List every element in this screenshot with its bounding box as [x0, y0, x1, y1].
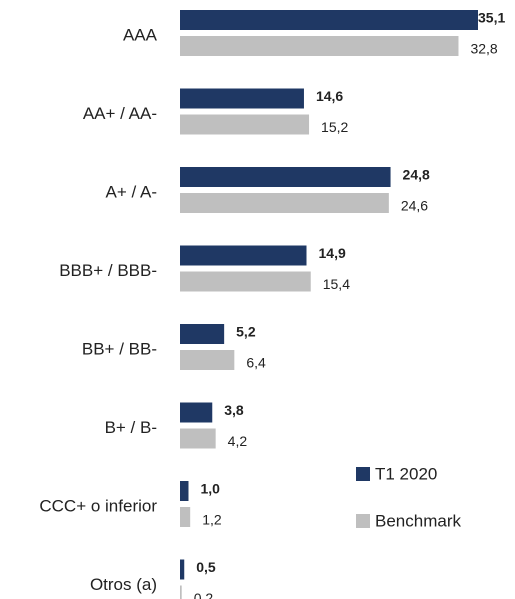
value-label: 14,9: [319, 245, 346, 261]
value-label: 24,6: [401, 198, 428, 214]
value-label: 35,1: [478, 10, 505, 26]
value-label: 24,8: [403, 167, 430, 183]
category-label: AAA: [123, 25, 158, 44]
value-label: 15,4: [323, 276, 350, 292]
legend-label: T1 2020: [375, 464, 437, 483]
value-label: 15,2: [321, 119, 348, 135]
bar: [180, 402, 213, 423]
value-label: 4,2: [228, 433, 248, 449]
category-label: AA+ / AA-: [83, 104, 157, 123]
bar: [180, 193, 389, 213]
bar: [180, 167, 391, 187]
legend-swatch: [356, 467, 370, 481]
bar: [180, 324, 225, 344]
bar: [180, 36, 459, 56]
legend-label: Benchmark: [375, 511, 461, 530]
value-label: 1,2: [202, 512, 222, 528]
bar: [180, 88, 304, 109]
value-label: 0,5: [196, 559, 216, 575]
category-label: BBB+ / BBB-: [59, 261, 157, 280]
value-label: 1,0: [200, 481, 220, 497]
bar: [180, 585, 182, 599]
bar: [180, 507, 191, 527]
category-label: CCC+ o inferior: [39, 496, 157, 515]
value-label: 0,2: [194, 590, 214, 599]
bar: [180, 350, 235, 370]
category-label: BB+ / BB-: [82, 339, 157, 358]
category-label: B+ / B-: [105, 418, 157, 437]
value-label: 14,6: [316, 88, 343, 104]
category-label: A+ / A-: [106, 182, 158, 201]
category-label: Otros (a): [90, 575, 157, 594]
bar: [180, 245, 307, 266]
bar: [180, 271, 311, 292]
bar: [180, 428, 216, 449]
value-label: 6,4: [246, 355, 266, 371]
value-label: 32,8: [470, 41, 497, 57]
value-label: 5,2: [236, 324, 256, 340]
value-label: 3,8: [224, 402, 244, 418]
bar: [180, 481, 189, 501]
bar: [180, 559, 185, 580]
legend-swatch: [356, 514, 370, 528]
bar: [180, 114, 310, 135]
bar: [180, 10, 478, 30]
